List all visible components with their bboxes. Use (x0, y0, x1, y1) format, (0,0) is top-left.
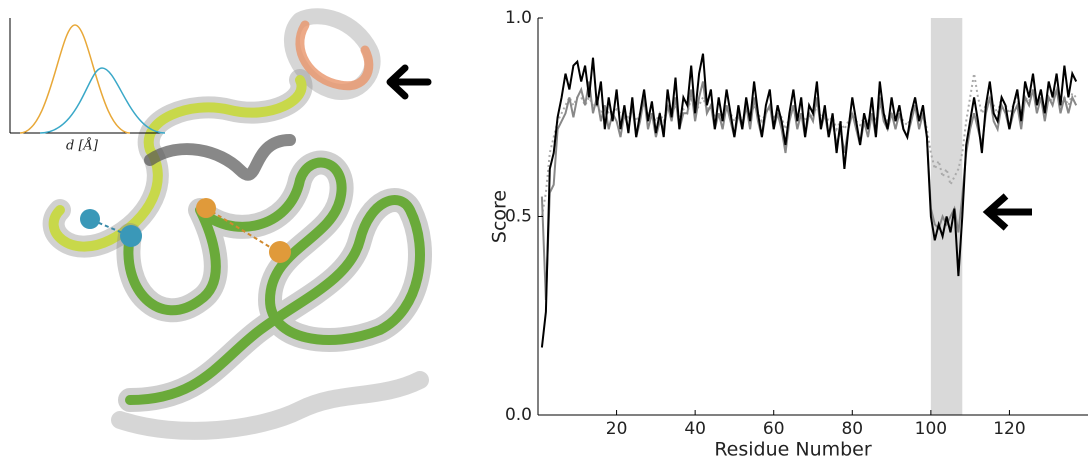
x-tick-label: 20 (606, 419, 628, 439)
x-axis-label: Residue Number (714, 439, 872, 461)
arrow (982, 193, 1032, 231)
x-tick-label: 80 (841, 419, 863, 439)
y-axis-label: Score (489, 190, 511, 243)
chart: 0.0 0.5 1.0 20 40 60 80 100 120 Residue Number Sco… (489, 8, 1088, 461)
x-tick-label: 100 (915, 419, 947, 439)
y-tick-label: 0.5 (505, 207, 532, 227)
inset-curve (19, 24, 131, 134)
inset-curve (39, 67, 166, 134)
series-line (540, 53, 1078, 348)
x-tick-label: 120 (993, 419, 1025, 439)
inset: d [Å] (9, 18, 166, 154)
series-line (540, 73, 1077, 217)
protein-structure (42, 8, 432, 440)
y-tick-label: 1.0 (505, 8, 532, 28)
x-tick-label: 40 (684, 419, 706, 439)
y-tick-label: 0.0 (505, 405, 532, 425)
inset-x-label: d [Å] (66, 138, 99, 154)
x-tick-label: 60 (763, 419, 785, 439)
